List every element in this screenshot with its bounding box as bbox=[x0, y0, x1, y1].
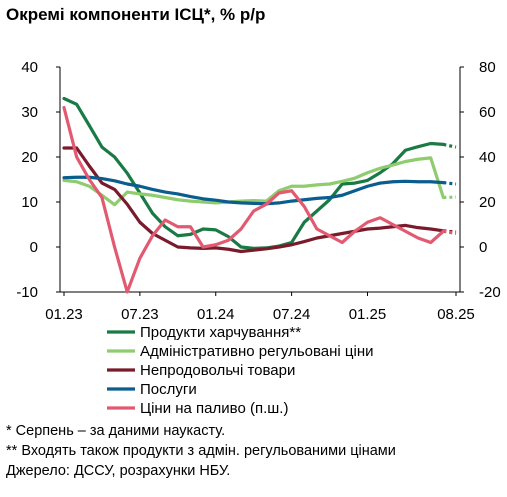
right-tick-label: 60 bbox=[479, 104, 496, 121]
left-tick-label: 40 bbox=[21, 59, 38, 76]
footnote-source: Джерело: ДССУ, розрахунки НБУ. bbox=[6, 463, 231, 479]
left-tick-label: 30 bbox=[21, 104, 38, 121]
left-y-axis: -10 0 10 20 30 40 bbox=[16, 59, 60, 301]
x-tick-label: 07.23 bbox=[121, 306, 159, 323]
legend: Продукти харчування** Адміністративно рег… bbox=[107, 324, 374, 417]
right-tick-label: 80 bbox=[479, 59, 496, 76]
legend-label-4: Ціни на паливо (п.ш.) bbox=[140, 400, 288, 417]
series-line-4 bbox=[62, 105, 445, 294]
legend-label-3: Послуги bbox=[140, 381, 197, 398]
series-nowcast-segment-4 bbox=[443, 229, 457, 236]
left-tick-label: 10 bbox=[21, 194, 38, 211]
legend-label-1: Адміністративно регульовані ціни bbox=[140, 343, 374, 360]
left-tick-label: -10 bbox=[16, 284, 38, 301]
chart-title: Окремі компоненти ІСЦ*, % р/р bbox=[6, 5, 266, 24]
right-tick-label: -20 bbox=[479, 284, 501, 301]
x-tick-label: 01.25 bbox=[349, 306, 387, 323]
series-lines bbox=[62, 96, 457, 294]
legend-label-2: Непродовольчі товари bbox=[140, 362, 295, 379]
right-tick-label: 20 bbox=[479, 194, 496, 211]
x-tick-label: 07.24 bbox=[273, 306, 311, 323]
right-tick-label: 40 bbox=[479, 149, 496, 166]
footnote-august-nowcast: * Серпень – за даними наукасту. bbox=[6, 423, 226, 439]
series-line-2 bbox=[62, 146, 445, 254]
right-tick-label: 0 bbox=[479, 239, 487, 256]
series-line-3 bbox=[62, 175, 445, 206]
x-tick-label: 08.25 bbox=[437, 306, 475, 323]
series-line-0 bbox=[62, 96, 445, 250]
footnotes: * Серпень – за даними наукасту. ** Входя… bbox=[6, 421, 396, 481]
left-tick-label: 0 bbox=[30, 239, 38, 256]
series-nowcast-segment-3 bbox=[443, 181, 457, 186]
footnote-food-includes: ** Входять також продукти з адмін. регул… bbox=[6, 443, 396, 459]
x-axis: 01.23 07.23 01.24 07.24 01.25 08.25 bbox=[45, 292, 475, 323]
plot-frame bbox=[59, 67, 461, 293]
x-tick-label: 01.23 bbox=[45, 306, 83, 323]
right-y-axis: -20 0 20 40 60 80 bbox=[460, 59, 501, 301]
x-tick-label: 01.24 bbox=[197, 306, 235, 323]
legend-label-0: Продукти харчування** bbox=[140, 324, 301, 341]
left-tick-label: 20 bbox=[21, 149, 38, 166]
series-line-1 bbox=[62, 156, 445, 207]
series-nowcast-segment-0 bbox=[443, 142, 457, 149]
